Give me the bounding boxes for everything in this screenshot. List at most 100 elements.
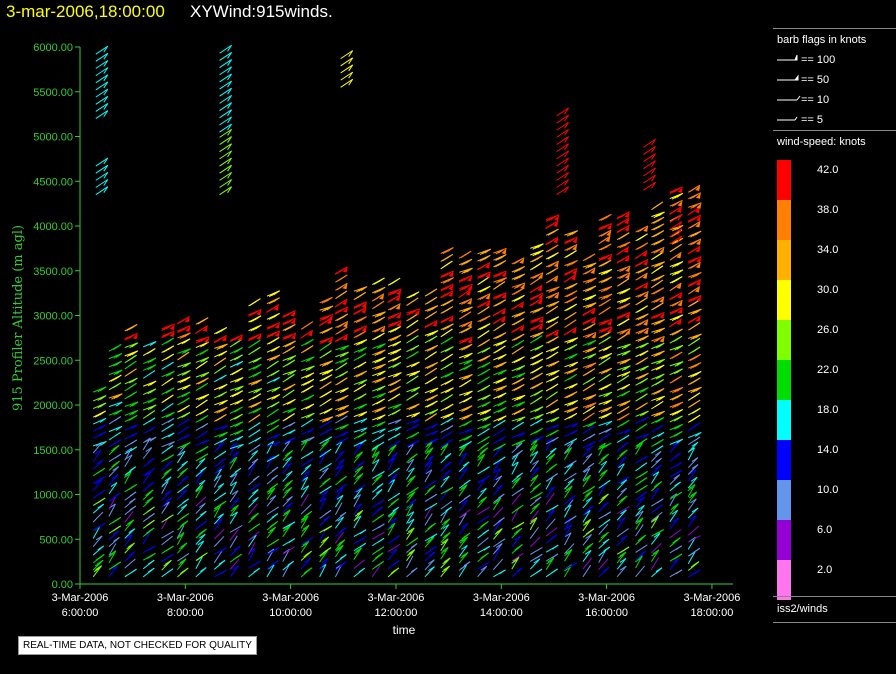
- wind-barb: [556, 164, 569, 174]
- wind-barb-flag: [448, 315, 454, 322]
- wind-barb-feather: [164, 378, 172, 384]
- wind-barb-feather: [103, 164, 109, 172]
- wind-barb-feather: [426, 402, 434, 408]
- wind-barb-feather: [621, 359, 629, 365]
- wind-barb: [459, 359, 473, 365]
- wind-barb: [213, 475, 222, 488]
- wind-barb: [353, 451, 364, 463]
- wind-barb-feather: [392, 313, 400, 318]
- wind-barb: [545, 518, 556, 530]
- wind-barb-feather: [220, 569, 227, 575]
- wind-barb: [108, 401, 123, 408]
- wind-barb: [545, 416, 560, 423]
- x-tick-date: 3-Mar-2006: [684, 592, 741, 604]
- wind-barb-feather: [549, 384, 557, 390]
- wind-barb-feather: [302, 347, 310, 353]
- wind-barb-feather: [516, 373, 523, 379]
- wind-barb-flag: [518, 301, 524, 308]
- wind-barb-flag: [695, 192, 701, 199]
- wind-barb-feather: [477, 303, 484, 309]
- wind-barb-feather: [116, 393, 123, 399]
- wind-barb-feather: [234, 414, 241, 420]
- wind-barb-feather: [571, 400, 578, 405]
- wind-barb-feather: [338, 450, 345, 456]
- wind-barb-feather: [653, 213, 661, 219]
- x-tick-date: 3-Mar-2006: [157, 592, 214, 604]
- wind-barb-feather: [268, 487, 276, 493]
- wind-barb: [108, 466, 120, 478]
- wind-barb-feather: [251, 341, 259, 347]
- wind-barb-feather: [570, 438, 578, 443]
- wind-barb-feather: [564, 172, 570, 179]
- wind-barb-feather: [284, 451, 292, 457]
- wind-barb-feather: [231, 392, 239, 398]
- wind-barb-feather: [284, 415, 291, 421]
- wind-barb-feather: [254, 560, 261, 566]
- wind-barb-feather: [690, 296, 697, 302]
- wind-barb-feather: [602, 375, 609, 380]
- wind-barb-feather: [619, 557, 627, 563]
- wind-barb-flag: [467, 284, 473, 291]
- wind-barb-feather: [495, 256, 502, 261]
- wind-barb-feather: [671, 354, 678, 359]
- wind-barb-flag: [290, 333, 296, 340]
- wind-barb-feather: [484, 415, 492, 421]
- wind-barb-feather: [622, 434, 630, 440]
- wind-barb: [493, 558, 504, 570]
- wind-barb-feather: [515, 341, 522, 347]
- wind-barb-feather: [145, 491, 152, 497]
- wind-barb-flag: [538, 316, 544, 323]
- wind-barb-feather: [353, 304, 361, 310]
- wind-barb: [493, 446, 504, 458]
- wind-barb: [248, 534, 257, 548]
- wind-barb-feather: [390, 314, 397, 319]
- wind-barb-feather: [96, 498, 104, 504]
- wind-barb-feather: [131, 350, 139, 356]
- wind-barb-feather: [639, 351, 647, 357]
- wind-barb: [248, 503, 258, 516]
- wind-barb-feather: [227, 95, 232, 102]
- wind-barb-feather: [341, 437, 348, 443]
- wind-barb-feather: [603, 223, 610, 229]
- wind-barb-feather: [529, 301, 537, 307]
- wind-barb-feather: [656, 359, 663, 365]
- wind-barb: [424, 566, 435, 578]
- wind-barb-feather: [674, 270, 681, 276]
- wind-barb-feather: [392, 404, 400, 410]
- wind-barb: [477, 565, 488, 578]
- wind-barb: [300, 503, 312, 515]
- wind-barb: [353, 473, 364, 485]
- wind-barb: [282, 470, 293, 482]
- wind-barb: [616, 463, 625, 476]
- wind-barb: [492, 548, 501, 561]
- wind-barb-feather: [360, 346, 368, 352]
- wind-barb: [530, 436, 544, 443]
- wind-barb-feather: [110, 376, 118, 382]
- wind-barb-feather: [202, 439, 209, 445]
- wind-barb: [511, 508, 519, 522]
- wind-barb-feather: [394, 348, 402, 354]
- colorbar-label: 42.0: [817, 164, 839, 176]
- wind-barb: [458, 536, 468, 549]
- wind-barb: [334, 531, 344, 544]
- colorbar-swatch: [777, 200, 791, 240]
- wind-barb-feather: [670, 285, 678, 291]
- wind-barb-feather: [463, 561, 471, 567]
- wind-barb-feather: [548, 371, 555, 377]
- wind-barb-feather: [600, 216, 608, 221]
- wind-barb-feather: [603, 319, 610, 325]
- wind-barb-feather: [125, 447, 133, 453]
- wind-barb-feather: [216, 345, 224, 350]
- wind-barb-feather: [379, 343, 386, 349]
- wind-barb-feather: [267, 528, 275, 534]
- wind-barb-feather: [273, 441, 281, 447]
- wind-barb-feather: [181, 385, 189, 391]
- wind-barb-feather: [478, 308, 486, 314]
- wind-barb-feather: [447, 277, 454, 282]
- wind-barb-feather: [300, 440, 308, 446]
- wind-barb-feather: [431, 330, 439, 335]
- wind-barb: [564, 524, 572, 538]
- wind-barb-feather: [103, 45, 109, 53]
- wind-barb: [493, 543, 503, 555]
- wind-barb-feather: [251, 450, 258, 456]
